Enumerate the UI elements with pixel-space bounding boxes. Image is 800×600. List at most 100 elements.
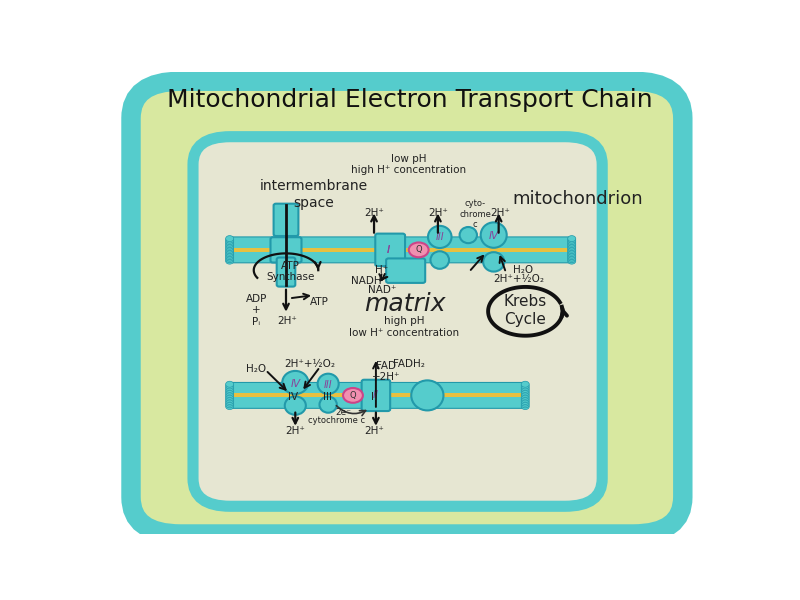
Text: 2H⁺: 2H⁺ [364, 427, 384, 436]
Circle shape [521, 386, 530, 392]
FancyBboxPatch shape [270, 237, 302, 263]
Circle shape [568, 237, 576, 243]
Circle shape [226, 395, 234, 401]
Text: 2H⁺+½O₂: 2H⁺+½O₂ [284, 359, 335, 370]
Circle shape [568, 255, 576, 261]
Circle shape [226, 386, 234, 392]
Text: 2H⁺: 2H⁺ [490, 208, 510, 218]
Circle shape [521, 402, 530, 408]
Ellipse shape [285, 397, 306, 415]
Text: intermembrane
space: intermembrane space [260, 179, 368, 209]
Text: Mitochondrial Electron Transport Chain: Mitochondrial Electron Transport Chain [167, 88, 653, 112]
Circle shape [226, 383, 234, 389]
Text: matrix: matrix [364, 292, 446, 316]
FancyBboxPatch shape [131, 81, 683, 534]
Circle shape [521, 385, 530, 391]
Text: III: III [435, 232, 444, 242]
Circle shape [226, 251, 234, 257]
Circle shape [568, 240, 576, 246]
Text: cyto-
chrome
c: cyto- chrome c [459, 199, 491, 229]
Circle shape [226, 242, 234, 248]
Circle shape [343, 388, 363, 403]
Circle shape [568, 257, 576, 263]
Circle shape [226, 388, 234, 394]
Text: IV: IV [288, 392, 298, 402]
Circle shape [226, 404, 234, 410]
Circle shape [521, 390, 530, 396]
Text: H⁺: H⁺ [375, 265, 389, 275]
FancyBboxPatch shape [274, 203, 298, 236]
Text: Krebs
Cycle: Krebs Cycle [503, 294, 546, 326]
FancyBboxPatch shape [375, 233, 405, 266]
Text: cytochrome c: cytochrome c [308, 416, 366, 425]
Text: II: II [373, 391, 379, 400]
Text: NAD⁺: NAD⁺ [368, 285, 396, 295]
Circle shape [521, 392, 530, 398]
Ellipse shape [481, 223, 506, 248]
Circle shape [226, 400, 234, 406]
Circle shape [226, 258, 234, 264]
Ellipse shape [430, 251, 449, 269]
Circle shape [521, 393, 530, 399]
Circle shape [226, 239, 234, 245]
Circle shape [226, 390, 234, 396]
FancyBboxPatch shape [362, 380, 390, 411]
Text: II: II [371, 392, 377, 402]
Circle shape [521, 398, 530, 404]
Ellipse shape [282, 371, 308, 394]
Text: ADP
+
Pᵢ: ADP + Pᵢ [246, 294, 267, 327]
Circle shape [226, 252, 234, 258]
Circle shape [521, 404, 530, 410]
Circle shape [568, 243, 576, 249]
Circle shape [568, 239, 576, 245]
Circle shape [568, 258, 576, 264]
Circle shape [226, 402, 234, 408]
Ellipse shape [428, 226, 451, 248]
Circle shape [226, 249, 234, 255]
FancyBboxPatch shape [232, 382, 523, 409]
Circle shape [568, 254, 576, 260]
Text: 2H⁺: 2H⁺ [278, 316, 297, 326]
Circle shape [521, 397, 530, 403]
Circle shape [226, 254, 234, 260]
Text: 2H⁺: 2H⁺ [428, 208, 448, 218]
Ellipse shape [319, 397, 337, 413]
Circle shape [226, 385, 234, 391]
Circle shape [568, 245, 576, 251]
Text: Q: Q [415, 245, 422, 254]
Text: NADH: NADH [351, 276, 382, 286]
Circle shape [226, 245, 234, 251]
Text: III: III [324, 380, 333, 390]
Text: I: I [386, 245, 390, 256]
Text: ATP: ATP [310, 296, 329, 307]
Text: 2H⁺: 2H⁺ [286, 427, 306, 436]
Circle shape [226, 381, 234, 387]
Text: mitochondrion: mitochondrion [512, 190, 642, 208]
Circle shape [226, 236, 234, 242]
Text: Q: Q [350, 391, 356, 400]
Text: high pH
low H⁺ concentration: high pH low H⁺ concentration [349, 316, 459, 338]
Bar [234, 394, 522, 397]
Circle shape [568, 252, 576, 258]
Ellipse shape [459, 227, 477, 243]
FancyBboxPatch shape [232, 237, 570, 263]
Text: H₂O: H₂O [514, 265, 534, 275]
Text: ATP
Synthase: ATP Synthase [266, 261, 314, 283]
FancyBboxPatch shape [193, 137, 602, 506]
Text: IV: IV [290, 379, 300, 389]
Circle shape [226, 255, 234, 261]
Circle shape [226, 257, 234, 263]
Ellipse shape [411, 380, 443, 410]
FancyBboxPatch shape [277, 257, 295, 287]
Circle shape [568, 249, 576, 255]
Bar [234, 248, 568, 252]
Circle shape [226, 243, 234, 249]
Text: FADH₂: FADH₂ [393, 359, 425, 370]
Text: H₂O: H₂O [246, 364, 266, 374]
Text: FAD
+2H⁺: FAD +2H⁺ [372, 361, 401, 382]
Text: 2H⁺+½O₂: 2H⁺+½O₂ [493, 274, 544, 284]
Circle shape [521, 400, 530, 406]
Text: III: III [323, 392, 332, 402]
Circle shape [226, 237, 234, 243]
Circle shape [226, 392, 234, 398]
